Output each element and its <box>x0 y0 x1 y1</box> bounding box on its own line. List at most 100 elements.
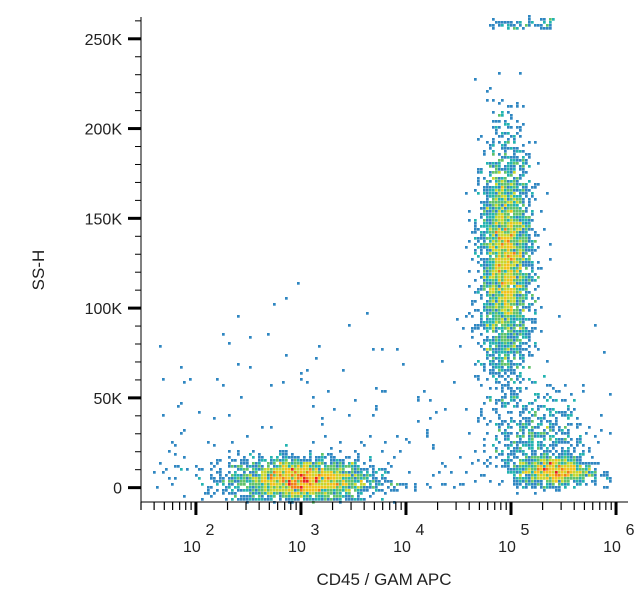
density-point <box>249 366 252 369</box>
density-point <box>507 141 510 144</box>
y-axis-label: SS-H <box>29 250 48 291</box>
density-point <box>273 465 276 468</box>
density-point <box>171 483 174 486</box>
density-point <box>504 177 507 180</box>
density-point <box>513 180 516 183</box>
density-point <box>528 201 531 204</box>
density-point <box>477 378 480 381</box>
density-point <box>453 381 456 384</box>
density-point <box>252 492 255 495</box>
density-point <box>504 141 507 144</box>
density-point <box>288 462 291 465</box>
density-point <box>543 456 546 459</box>
density-point <box>369 435 372 438</box>
density-point <box>492 150 495 153</box>
density-point <box>495 312 498 315</box>
density-point <box>495 387 498 390</box>
density-point <box>576 456 579 459</box>
density-point <box>417 396 420 399</box>
density-point <box>231 441 234 444</box>
density-point <box>288 498 291 501</box>
density-point <box>513 357 516 360</box>
density-point <box>507 360 510 363</box>
density-point <box>498 327 501 330</box>
density-point <box>348 492 351 495</box>
density-point <box>567 447 570 450</box>
density-point <box>243 495 246 498</box>
density-point <box>492 285 495 288</box>
density-point <box>531 474 534 477</box>
density-point <box>519 168 522 171</box>
density-point <box>510 396 513 399</box>
density-point <box>264 498 267 501</box>
density-point <box>513 312 516 315</box>
density-point <box>528 420 531 423</box>
density-point <box>387 480 390 483</box>
density-point <box>540 417 543 420</box>
density-point <box>483 327 486 330</box>
density-point <box>498 126 501 129</box>
density-point <box>528 417 531 420</box>
density-point <box>333 486 336 489</box>
density-point <box>507 273 510 276</box>
density-point <box>282 459 285 462</box>
density-point <box>489 243 492 246</box>
density-point <box>525 477 528 480</box>
density-point <box>258 459 261 462</box>
density-point <box>243 489 246 492</box>
density-point <box>555 486 558 489</box>
density-point <box>504 234 507 237</box>
density-point <box>360 477 363 480</box>
density-point <box>513 222 516 225</box>
density-point <box>261 477 264 480</box>
density-point <box>480 345 483 348</box>
density-point <box>210 474 213 477</box>
density-point <box>504 294 507 297</box>
density-point <box>513 405 516 408</box>
density-point <box>252 456 255 459</box>
density-point <box>483 285 486 288</box>
density-point <box>480 249 483 252</box>
density-point <box>204 492 207 495</box>
density-point <box>513 345 516 348</box>
density-point <box>504 339 507 342</box>
density-point <box>486 237 489 240</box>
density-point <box>234 465 237 468</box>
density-point <box>237 480 240 483</box>
density-point <box>306 489 309 492</box>
density-point <box>213 417 216 420</box>
density-point <box>531 435 534 438</box>
density-point <box>513 24 516 27</box>
density-point <box>504 435 507 438</box>
density-point <box>528 474 531 477</box>
density-point <box>579 423 582 426</box>
density-point <box>525 453 528 456</box>
density-point <box>579 477 582 480</box>
density-point <box>528 219 531 222</box>
density-point <box>297 492 300 495</box>
density-point <box>474 225 477 228</box>
density-point <box>489 264 492 267</box>
density-point <box>513 324 516 327</box>
density-point <box>516 195 519 198</box>
density-point <box>240 477 243 480</box>
density-point <box>288 456 291 459</box>
density-point <box>333 498 336 501</box>
density-point <box>501 183 504 186</box>
density-point <box>522 213 525 216</box>
density-point <box>507 348 510 351</box>
density-point <box>327 489 330 492</box>
density-point <box>531 267 534 270</box>
density-point <box>585 483 588 486</box>
density-point <box>567 471 570 474</box>
density-point <box>519 339 522 342</box>
density-point <box>498 165 501 168</box>
density-point <box>414 486 417 489</box>
density-point <box>540 474 543 477</box>
density-point <box>276 465 279 468</box>
density-point <box>354 498 357 501</box>
density-point <box>510 318 513 321</box>
density-point <box>543 468 546 471</box>
density-point <box>483 417 486 420</box>
density-point <box>357 486 360 489</box>
